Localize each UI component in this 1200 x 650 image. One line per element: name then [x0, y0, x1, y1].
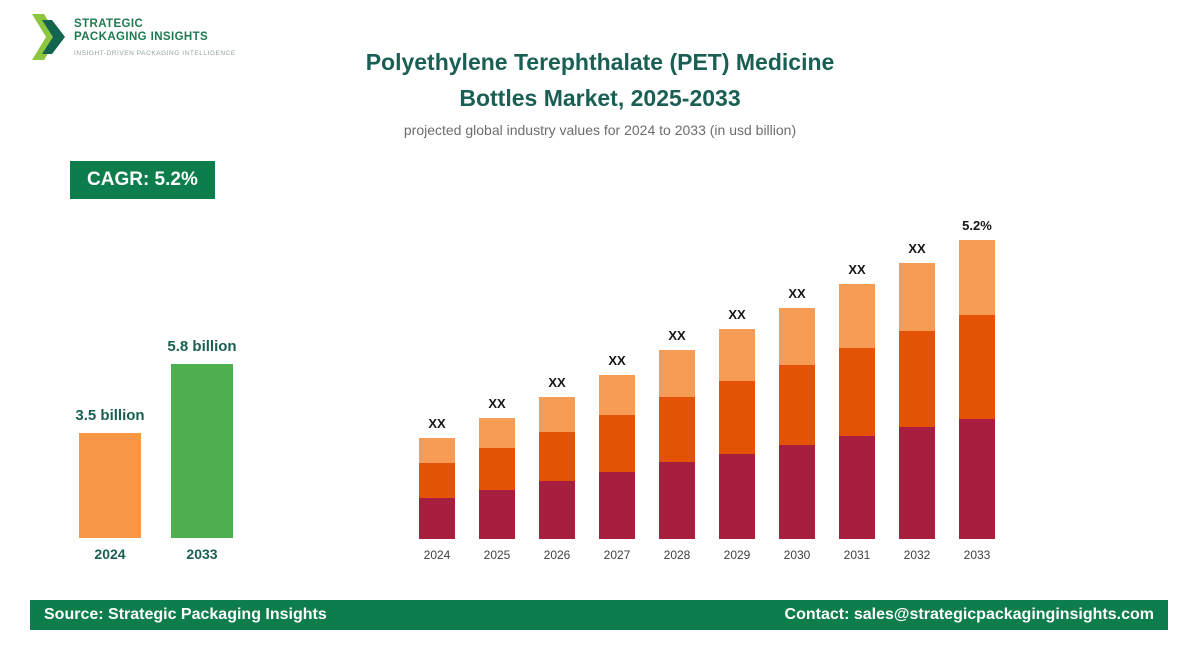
- projection-bar-group-2027: XX 2027: [599, 353, 635, 562]
- bar-2027-segment-bottom: [599, 472, 635, 539]
- bar-2033-segment-bottom: [959, 419, 995, 539]
- summary-bar-2024: [79, 433, 141, 538]
- bar-2033-segment-top: [959, 240, 995, 315]
- bar-value-label: XX: [608, 353, 626, 368]
- projection-year-label: 2027: [603, 548, 631, 562]
- projection-chart: XX 2024 XX 2025 XX 2026 XX 2027 XX 2028 XX 2029 XX 20…: [419, 218, 995, 562]
- projection-bar-group-2025: XX 2025: [479, 396, 515, 562]
- projection-year-label: 2029: [723, 548, 751, 562]
- page-subtitle: projected global industry values for 202…: [403, 122, 797, 138]
- projection-bar-group-2030: XX 2030: [779, 286, 815, 562]
- bar-2028-segment-top: [659, 350, 695, 397]
- projection-bar-group-2032: XX 2032: [899, 241, 935, 562]
- footer-contact: Contact: sales@strategicpackaginginsight…: [784, 606, 1154, 623]
- bar-2026-segment-middle: [539, 432, 575, 481]
- footer-bar: Source: Strategic Packaging Insights Con…: [30, 600, 1168, 630]
- bar-value-label: XX: [848, 262, 866, 277]
- bar-2027-segment-top: [599, 375, 635, 415]
- projection-bar-group-2024: XX 2024: [419, 416, 455, 562]
- logo-text: STRATEGIC PACKAGING INSIGHTS INSIGHT-DRI…: [74, 14, 236, 57]
- bar-2032-segment-middle: [899, 331, 935, 427]
- bar-2030-segment-bottom: [779, 445, 815, 539]
- projection-year-label: 2032: [903, 548, 931, 562]
- logo: STRATEGIC PACKAGING INSIGHTS INSIGHT-DRI…: [32, 14, 236, 60]
- cagr-badge: CAGR: 5.2%: [70, 161, 215, 199]
- projection-year-label: 2026: [543, 548, 571, 562]
- projection-year-label: 2028: [663, 548, 691, 562]
- bar-2026-segment-bottom: [539, 481, 575, 539]
- bar-stack-2031: [839, 284, 875, 539]
- projection-bar-group-2028: XX 2028: [659, 328, 695, 562]
- bar-2027-segment-middle: [599, 415, 635, 472]
- bar-2024-segment-top: [419, 438, 455, 463]
- projection-year-label: 2031: [843, 548, 871, 562]
- bar-2029-segment-bottom: [719, 454, 755, 539]
- bar-stack-2033: [959, 240, 995, 539]
- bar-2028-segment-middle: [659, 397, 695, 462]
- bar-2030-segment-middle: [779, 365, 815, 445]
- bar-2031-segment-bottom: [839, 436, 875, 539]
- bar-stack-2030: [779, 308, 815, 539]
- bar-stack-2026: [539, 397, 575, 539]
- bar-stack-2024: [419, 438, 455, 539]
- bar-value-label: 5.2%: [962, 218, 992, 233]
- projection-bar-group-2029: XX 2029: [719, 307, 755, 562]
- summary-bar-group-2024: 3.5 billion 2024: [75, 407, 144, 562]
- bar-2030-segment-top: [779, 308, 815, 365]
- projection-year-label: 2033: [963, 548, 991, 562]
- bar-stack-2027: [599, 375, 635, 539]
- logo-line2: PACKAGING INSIGHTS: [74, 31, 209, 43]
- bar-stack-2028: [659, 350, 695, 539]
- bar-2028-segment-bottom: [659, 462, 695, 539]
- bar-2025-segment-top: [479, 418, 515, 448]
- bar-2026-segment-top: [539, 397, 575, 432]
- bar-value-label: XX: [908, 241, 926, 256]
- bar-2025-segment-bottom: [479, 490, 515, 539]
- projection-bar-group-2026: XX 2026: [539, 375, 575, 562]
- projection-year-label: 2025: [483, 548, 511, 562]
- summary-year-label: 2024: [94, 546, 126, 562]
- bar-value-label: XX: [488, 396, 506, 411]
- logo-chevron-icon: [32, 14, 65, 60]
- bar-2031-segment-middle: [839, 348, 875, 436]
- logo-tagline: INSIGHT-DRIVEN PACKAGING INTELLIGENCE: [74, 50, 236, 57]
- bar-value-label: XX: [668, 328, 686, 343]
- logo-line1: STRATEGIC: [74, 18, 144, 30]
- bar-2025-segment-middle: [479, 448, 515, 490]
- bar-2024-segment-bottom: [419, 498, 455, 539]
- bar-stack-2029: [719, 329, 755, 539]
- header: Polyethylene Terephthalate (PET) Medicin…: [0, 44, 1200, 138]
- bar-value-label: XX: [548, 375, 566, 390]
- summary-value-label: 3.5 billion: [75, 407, 145, 424]
- bar-value-label: XX: [428, 416, 446, 431]
- projection-bar-group-2033: 5.2% 2033: [959, 218, 995, 562]
- projection-year-label: 2030: [783, 548, 811, 562]
- page-title-line2: Bottles Market, 2025-2033: [459, 85, 741, 111]
- summary-bar-2033: [171, 364, 233, 538]
- bar-2032-segment-top: [899, 263, 935, 331]
- bar-stack-2032: [899, 263, 935, 539]
- projection-year-label: 2024: [423, 548, 451, 562]
- summary-year-label: 2033: [186, 546, 218, 562]
- bar-2032-segment-bottom: [899, 427, 935, 539]
- summary-value-label: 5.8 billion: [167, 338, 237, 355]
- projection-bar-group-2031: XX 2031: [839, 262, 875, 562]
- bar-value-label: XX: [788, 286, 806, 301]
- summary-chart: 3.5 billion 2024 5.8 billion 2033: [75, 338, 236, 562]
- bar-2031-segment-top: [839, 284, 875, 348]
- bar-2024-segment-middle: [419, 463, 455, 498]
- bar-stack-2025: [479, 418, 515, 539]
- bar-value-label: XX: [728, 307, 746, 322]
- bar-2033-segment-middle: [959, 315, 995, 419]
- summary-bar-group-2033: 5.8 billion 2033: [167, 338, 236, 562]
- bar-2029-segment-middle: [719, 381, 755, 454]
- bar-2029-segment-top: [719, 329, 755, 381]
- footer-source: Source: Strategic Packaging Insights: [44, 606, 327, 623]
- page-title-line1: Polyethylene Terephthalate (PET) Medicin…: [365, 49, 835, 75]
